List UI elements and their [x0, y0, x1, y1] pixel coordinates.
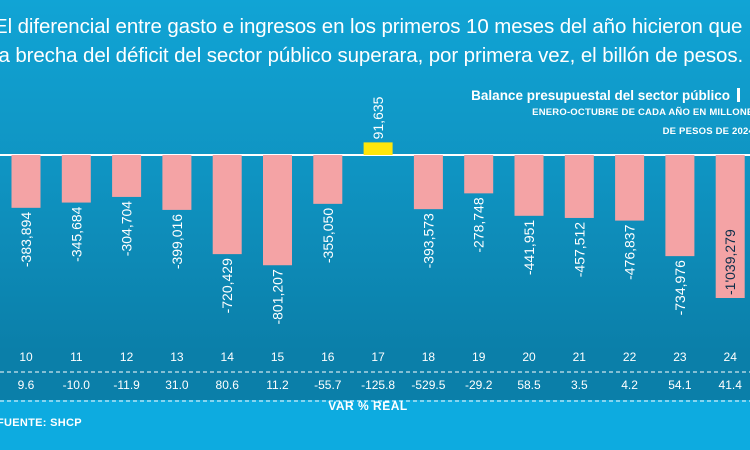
year-tick-label: 12: [120, 350, 134, 364]
year-tick-label: 16: [321, 350, 335, 364]
chart-title-row: Balance presupuestal del sector público: [471, 88, 740, 103]
year-tick-label: 13: [170, 350, 184, 364]
year-tick-label: 17: [371, 350, 385, 364]
bar-value-label: -441,951: [521, 220, 537, 275]
bar: [413, 155, 443, 210]
bar: [112, 155, 142, 197]
source-note: FUENTE: SHCP: [0, 417, 82, 429]
bar: [363, 142, 393, 155]
headline-line-2: la brecha del déficit del sector público…: [0, 44, 744, 67]
year-tick-label: 11: [70, 350, 83, 364]
bar: [514, 155, 544, 216]
title-bar-icon: [737, 88, 740, 102]
bar: [263, 155, 292, 266]
bar-value-label: -734,976: [672, 260, 688, 315]
var-real-value: 58.5: [517, 378, 541, 392]
bar-value-label: -801,207: [270, 269, 286, 324]
bar-value-label: -345,684: [68, 206, 84, 261]
chart-title: Balance presupuestal del sector público: [471, 88, 730, 103]
bar-value-label: -457,512: [571, 222, 587, 277]
var-real-value: -529.5: [411, 378, 445, 392]
var-real-value: 9.6: [18, 378, 35, 392]
bar: [665, 155, 695, 257]
var-real-value: 31.0: [165, 378, 189, 392]
bar: [11, 155, 41, 208]
footer-band: [0, 400, 750, 450]
bar-value-label: -393,573: [420, 213, 436, 268]
bar: [61, 155, 91, 203]
year-tick-label: 23: [673, 350, 687, 364]
var-real-value: 80.6: [216, 378, 240, 392]
var-real-value: -55.7: [314, 378, 342, 392]
year-tick-label: 14: [221, 350, 235, 364]
year-tick-label: 24: [724, 350, 738, 364]
bar-value-label: -476,837: [622, 224, 638, 279]
year-tick-label: 20: [522, 350, 536, 364]
bar-value-label: -304,704: [119, 201, 135, 256]
bar-value-label: -278,748: [471, 197, 487, 252]
var-real-value: -29.2: [465, 378, 493, 392]
bar: [564, 155, 594, 218]
year-tick-label: 19: [472, 350, 486, 364]
var-real-label: VAR % REAL: [328, 399, 408, 413]
bar-value-label: -399,016: [169, 214, 185, 269]
bar-value-label: 91,635: [370, 96, 386, 139]
bar: [162, 155, 192, 210]
year-tick-label: 18: [422, 350, 436, 364]
var-real-value: 4.2: [621, 378, 638, 392]
var-real-value: -125.8: [361, 378, 395, 392]
bar-value-label: -720,429: [219, 258, 235, 313]
var-real-value: 41.4: [719, 378, 743, 392]
year-tick-label: 21: [573, 350, 587, 364]
var-real-value: 11.2: [266, 378, 289, 392]
bar: [313, 155, 343, 204]
chart-title-block: Balance presupuestal del sector público …: [471, 88, 750, 137]
var-real-value: 54.1: [668, 378, 692, 392]
year-tick-label: 10: [19, 350, 33, 364]
bar-value-label: -1'039,279: [722, 229, 738, 295]
bar-value-label: -355,050: [320, 208, 336, 263]
year-tick-label: 15: [271, 350, 285, 364]
bar: [615, 155, 645, 221]
var-real-value: -10.0: [63, 378, 91, 392]
headline-line-1: El diferencial entre gasto e ingresos en…: [0, 15, 743, 38]
bar: [715, 155, 745, 298]
bar-value-label: -383,894: [18, 212, 34, 267]
year-tick-label: 22: [623, 350, 637, 364]
chart-subtitle-line-2: DE PESOS DE 2024: [662, 126, 750, 137]
chart-subtitle-line-1: ENERO-OCTUBRE DE CADA AÑO EN MILLONES: [532, 107, 750, 118]
var-real-value: 3.5: [571, 378, 588, 392]
bar: [212, 155, 242, 255]
headline: El diferencial entre gasto e ingresos en…: [0, 12, 750, 70]
bar: [464, 155, 494, 194]
var-real-value: -11.9: [113, 378, 140, 392]
